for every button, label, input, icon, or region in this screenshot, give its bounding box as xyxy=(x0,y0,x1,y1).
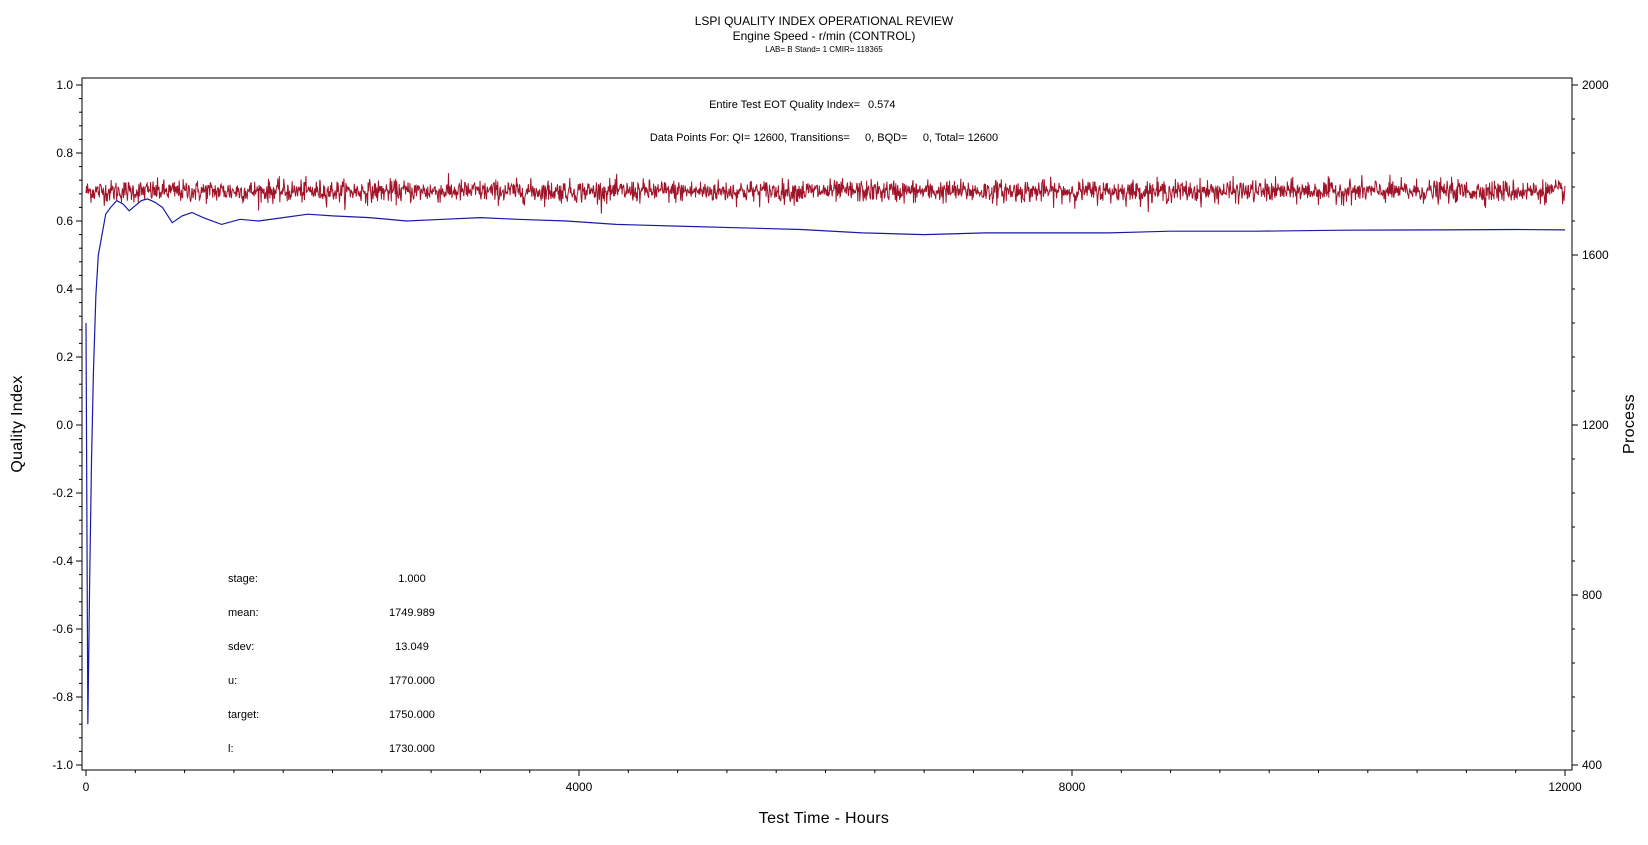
stat-label: u: xyxy=(228,675,237,687)
y-left-tick-label: -0.2 xyxy=(52,486,73,500)
y-left-tick-label: -0.6 xyxy=(52,622,73,636)
chart-subtitle-lab: LAB= B Stand= 1 CMIR= 118365 xyxy=(765,45,883,54)
stat-label: stage: xyxy=(228,573,258,585)
process-series-line xyxy=(85,173,1566,214)
x-tick-label: 4000 xyxy=(566,780,593,794)
eot-quality-value: 0.574 xyxy=(868,99,896,111)
plot-frame xyxy=(81,77,1573,771)
stat-label: mean: xyxy=(228,607,259,619)
quality-index-series-line xyxy=(85,198,1566,725)
x-tick-label: 12000 xyxy=(1548,780,1582,794)
stat-value: 1.000 xyxy=(398,573,426,585)
axes-layer: 0 4000 8000 12000 1.0 0.8 0.6 0.4 0.2 0.0 -0.2 -0.4… xyxy=(52,78,1609,794)
stat-value: 1770.000 xyxy=(389,675,435,687)
x-tick-label: 8000 xyxy=(1059,780,1086,794)
y-left-tick-label: 0.2 xyxy=(56,350,73,364)
y-left-tick-label: 0.8 xyxy=(56,146,73,160)
y-left-axis-label: Quality Index xyxy=(9,375,26,472)
chart-title: LSPI QUALITY INDEX OPERATIONAL REVIEW xyxy=(695,14,954,28)
y-right-tick-label: 1600 xyxy=(1582,248,1609,262)
stat-label: l: xyxy=(228,743,234,755)
x-tick-label: 0 xyxy=(83,780,90,794)
stat-label: target: xyxy=(228,709,259,721)
y-right-tick-label: 400 xyxy=(1582,758,1602,772)
stat-value: 1749.989 xyxy=(389,607,435,619)
y-left-tick-label: -0.8 xyxy=(52,690,73,704)
y-right-tick-label: 2000 xyxy=(1582,78,1609,92)
stat-value: 1750.000 xyxy=(389,709,435,721)
y-left-tick-label: 0.6 xyxy=(56,214,73,228)
stat-value: 1730.000 xyxy=(389,743,435,755)
data-points-summary: Data Points For: QI= 12600, Transitions=… xyxy=(650,132,998,144)
x-axis-label: Test Time - Hours xyxy=(759,810,889,827)
y-left-tick-label: 0.4 xyxy=(56,282,73,296)
stat-label: sdev: xyxy=(228,641,254,653)
y-left-tick-label: 0.0 xyxy=(56,418,73,432)
stat-value: 13.049 xyxy=(395,641,429,653)
series-layer xyxy=(85,173,1566,725)
chart-subtitle: Engine Speed - r/min (CONTROL) xyxy=(733,29,916,43)
y-left-tick-label: -0.4 xyxy=(52,554,73,568)
y-right-tick-label: 1200 xyxy=(1582,418,1609,432)
y-left-tick-label: -1.0 xyxy=(52,758,73,772)
y-left-tick-label: 1.0 xyxy=(56,78,73,92)
y-right-tick-label: 800 xyxy=(1582,588,1602,602)
y-right-axis-label: Process xyxy=(1621,394,1638,454)
eot-quality-label: Entire Test EOT Quality Index= xyxy=(709,99,860,111)
stats-block: stage: 1.000 mean: 1749.989 sdev: 13.049 u: 177… xyxy=(228,573,435,755)
